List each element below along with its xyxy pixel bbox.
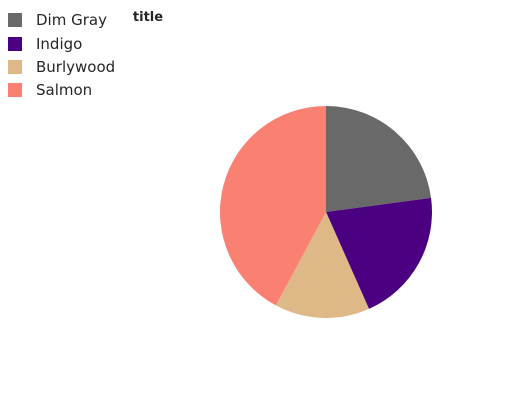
chart-title: title xyxy=(133,10,163,25)
pie-slices xyxy=(220,106,433,318)
legend-label-salmon: Salmon xyxy=(36,81,92,99)
pie-slice-burlywood xyxy=(275,212,369,318)
pie-slice-indigo xyxy=(326,197,433,309)
legend: Dim Gray Indigo Burlywood Salmon xyxy=(8,11,115,99)
legend-swatch-dim-gray xyxy=(8,13,22,27)
pie-slice-dim-gray xyxy=(326,106,432,212)
legend-swatch-salmon xyxy=(8,83,22,97)
legend-label-indigo: Indigo xyxy=(36,35,82,53)
legend-label-dim-gray: Dim Gray xyxy=(36,11,107,29)
pie-slice-salmon xyxy=(220,106,326,306)
legend-swatch-burlywood xyxy=(8,60,22,74)
legend-label-burlywood: Burlywood xyxy=(36,58,115,76)
legend-swatch-indigo xyxy=(8,37,22,51)
